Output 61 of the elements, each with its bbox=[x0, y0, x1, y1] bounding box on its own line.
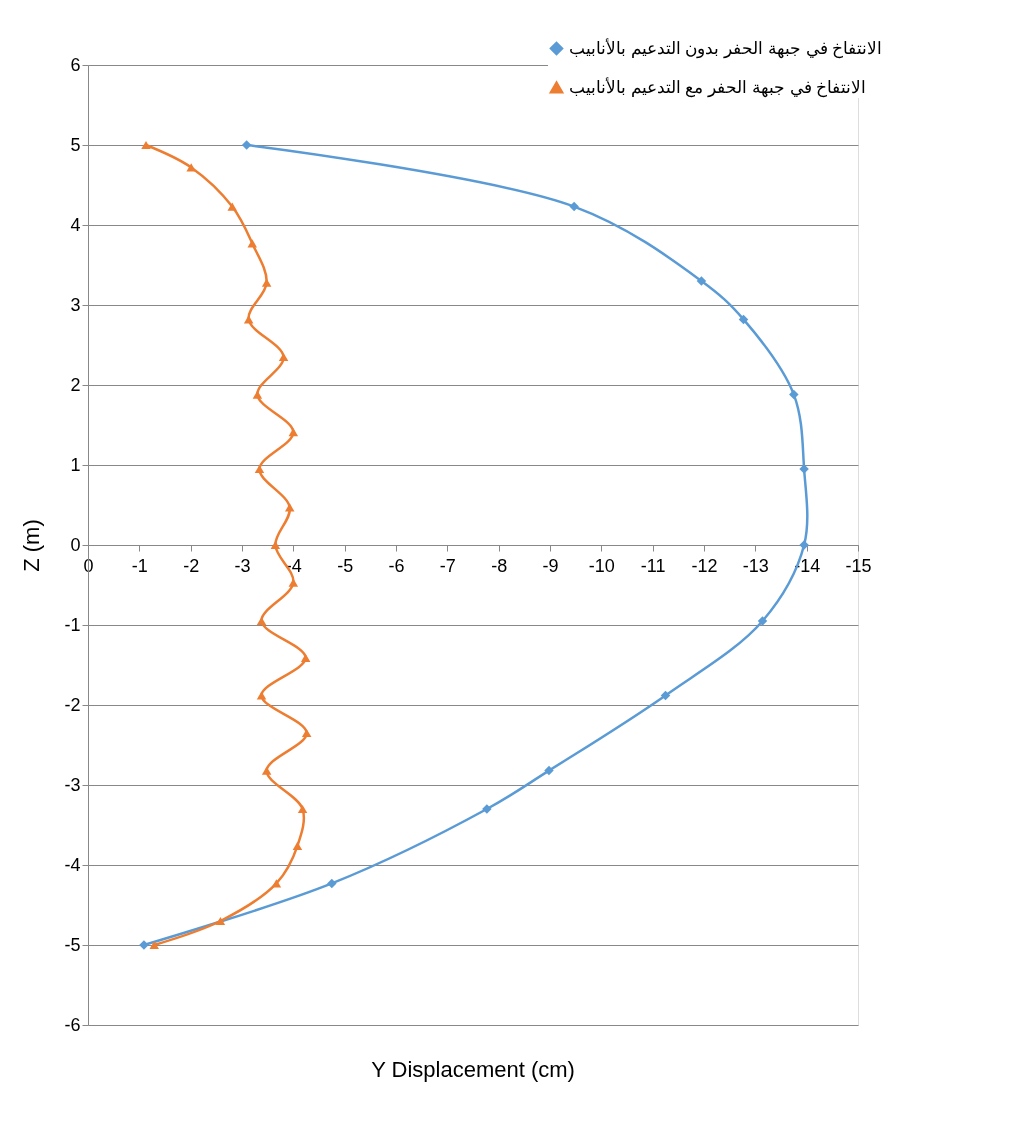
point bbox=[186, 163, 196, 172]
point bbox=[288, 428, 299, 437]
x-tick-label: -15 bbox=[845, 555, 872, 576]
point bbox=[243, 315, 254, 324]
point bbox=[696, 276, 707, 286]
point bbox=[254, 464, 265, 474]
y-tick-label: 4 bbox=[70, 214, 81, 235]
x-tick-label: -11 bbox=[640, 555, 666, 576]
point bbox=[215, 916, 226, 926]
y-tick-label: -4 bbox=[64, 854, 81, 875]
point bbox=[256, 691, 267, 700]
point bbox=[789, 389, 799, 400]
point bbox=[292, 841, 303, 850]
x-tick-label: -1 bbox=[131, 555, 148, 576]
point bbox=[544, 765, 554, 776]
x-tick-label: -9 bbox=[542, 555, 559, 576]
point bbox=[569, 201, 579, 212]
x-tick-label: -3 bbox=[234, 555, 251, 576]
point bbox=[297, 804, 308, 814]
point bbox=[757, 616, 768, 626]
point bbox=[241, 140, 252, 150]
x-tick-label: -7 bbox=[439, 555, 456, 576]
point bbox=[300, 653, 311, 662]
y-tick-label: 6 bbox=[70, 54, 81, 75]
y-tick-label: -2 bbox=[64, 694, 81, 715]
x-tick-label: -5 bbox=[337, 555, 354, 576]
point bbox=[252, 390, 263, 399]
x-axis-title: Y Displacement (cm) bbox=[371, 1057, 575, 1082]
y-tick-label: 2 bbox=[70, 374, 81, 395]
point bbox=[285, 503, 295, 512]
x-tick-label: -2 bbox=[183, 555, 200, 576]
point bbox=[227, 202, 237, 211]
y-tick-label: -1 bbox=[64, 614, 81, 635]
point bbox=[141, 140, 151, 150]
x-tick-label: -4 bbox=[285, 555, 302, 576]
y-tick-label: 0 bbox=[70, 534, 81, 555]
x-tick-label: -13 bbox=[742, 555, 769, 576]
y-tick-label: 1 bbox=[70, 454, 81, 475]
y-tick-label: -5 bbox=[64, 934, 81, 955]
x-tick-label: -8 bbox=[491, 555, 508, 576]
point bbox=[261, 766, 272, 775]
point bbox=[738, 314, 749, 325]
point bbox=[278, 352, 289, 362]
x-tick-label: -12 bbox=[691, 555, 718, 576]
x-tick-label: -10 bbox=[588, 555, 615, 576]
y-tick-label: 3 bbox=[70, 294, 81, 315]
point bbox=[247, 239, 258, 248]
y-axis-title: Z (m) bbox=[19, 519, 45, 572]
point bbox=[271, 879, 282, 888]
point bbox=[261, 278, 272, 287]
legend-label: الانتفاخ في جبهة الحفر بدون التدعيم بالأنابيب bbox=[569, 37, 883, 59]
point bbox=[270, 540, 281, 550]
point bbox=[149, 940, 159, 950]
point bbox=[660, 690, 671, 701]
x-tick-label: -6 bbox=[388, 555, 405, 576]
legend-label: الانتفاخ في جبهة الحفر مع التدعيم بالأنابيب bbox=[569, 76, 867, 98]
y-tick-label: 5 bbox=[70, 134, 81, 155]
y-tick-label: -6 bbox=[64, 1014, 81, 1035]
point bbox=[327, 878, 337, 889]
point bbox=[301, 728, 312, 738]
y-tick-label: -3 bbox=[64, 774, 81, 795]
